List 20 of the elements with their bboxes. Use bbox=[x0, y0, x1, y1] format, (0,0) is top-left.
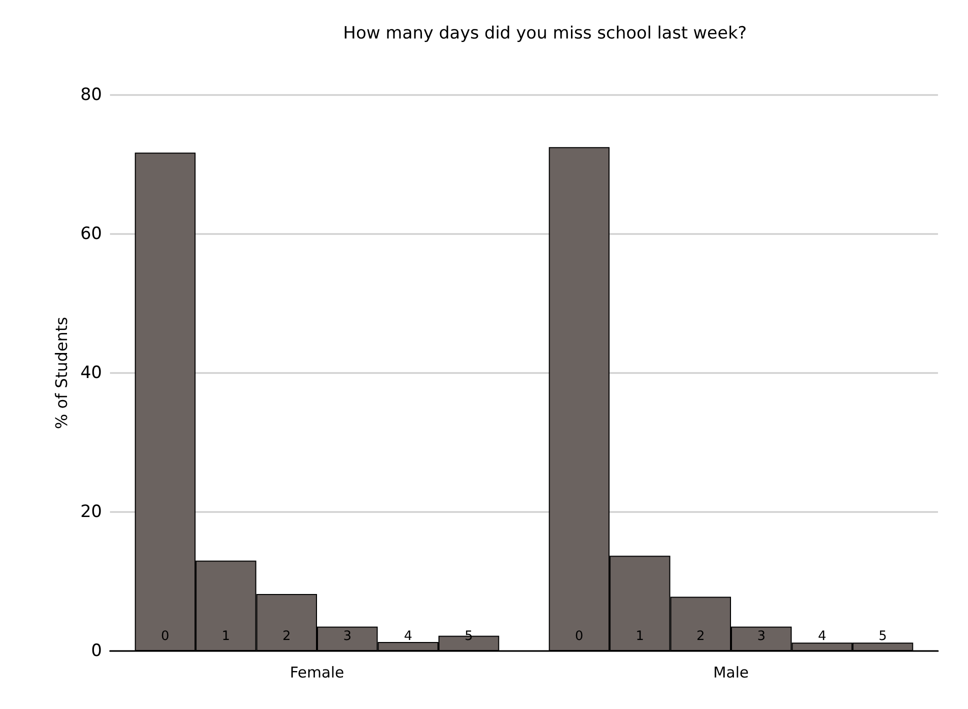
text: 4 bbox=[404, 629, 412, 644]
y-tick-label: 0 bbox=[91, 641, 102, 661]
series-label: 0 bbox=[161, 629, 170, 644]
y-tick-label: 60 bbox=[80, 224, 102, 244]
x-tick-label: Female bbox=[290, 664, 344, 682]
series-label: 3 bbox=[343, 629, 352, 644]
text: 5 bbox=[878, 629, 887, 644]
text: 3 bbox=[757, 629, 766, 644]
y-tick-label: 80 bbox=[80, 85, 102, 105]
text: 0 bbox=[575, 629, 584, 644]
x-tick-label: Male bbox=[713, 664, 749, 682]
chart-title: How many days did you miss school last week? bbox=[343, 24, 747, 44]
series-label: 4 bbox=[818, 629, 826, 644]
y-tick-label: 40 bbox=[80, 363, 102, 383]
series-label: 2 bbox=[282, 629, 291, 644]
text: 1 bbox=[636, 629, 644, 644]
y-tick-label: 20 bbox=[80, 502, 102, 522]
y-axis-title: % of Students bbox=[52, 316, 71, 430]
series-label: 1 bbox=[222, 629, 230, 644]
text: 2 bbox=[696, 629, 705, 644]
